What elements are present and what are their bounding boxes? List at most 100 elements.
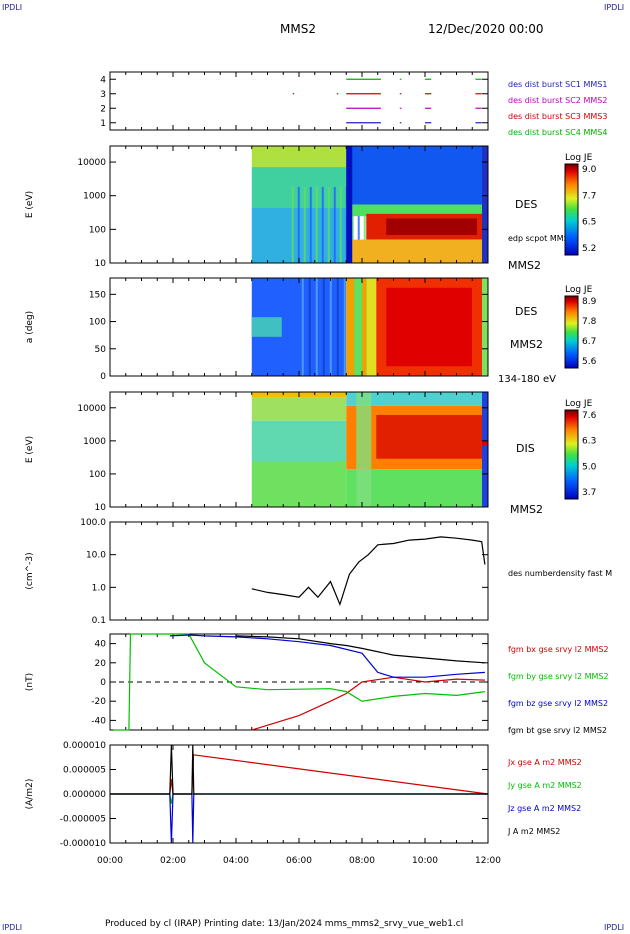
series-legend-entry: Jy gse A m2 MMS2 [507,781,582,790]
series-legend-entry: Jx gse A m2 MMS2 [507,758,582,767]
spectrogram-cell [327,186,330,263]
y-tick-label: -40 [91,716,106,726]
spectrogram-cell [322,278,325,376]
y-tick-label: 0 [100,372,106,382]
spectrogram-cell [482,392,488,507]
field-series-line [251,676,485,731]
colorbar-tick-label: 7.6 [582,411,597,421]
colorbar [564,295,579,369]
panel-frame-4 [109,521,489,621]
current-series-line [110,754,489,795]
y-tick-label: 10 [95,503,107,513]
panel-side-label: MMS2 [510,503,543,516]
spectrogram-cell [315,278,318,376]
x-tick-label: 06:00 [286,856,312,866]
spectrogram-cell [251,461,347,507]
x-tick-label: 10:00 [412,856,438,866]
panel-side-label: DES [515,305,537,318]
spectrogram-2 [251,278,488,376]
spectrogram-cell [343,278,346,376]
spectrogram-cell [333,186,336,263]
series-legend-entry: fgm bz gse srvy l2 MMS2 [508,699,608,708]
y-tick-label: 100.0 [80,518,106,528]
colorbar [564,409,579,500]
x-tick-label: 08:00 [349,856,375,866]
spectrogram-cell [321,186,324,263]
spectrogram-cell [482,146,488,263]
colorbar-tick-label: 6.3 [582,437,596,447]
colorbar-tick-label: 5.0 [582,462,597,472]
y-axis-label: (cm^-3) [25,552,35,589]
spectrogram-cell [346,239,482,263]
panel-frame-0 [109,71,489,131]
spectrogram-cell [376,415,482,459]
spectrogram-cell [291,186,294,263]
series-legend-entry: J A m2 MMS2 [507,827,560,836]
y-tick-label: 1 [100,119,106,129]
spectrogram-cell [308,278,311,376]
burst-legend-entry: des dist burst SC2 MMS2 [508,96,607,105]
colorbar-title: Log JE [565,399,593,409]
x-tick-label: 04:00 [223,856,249,866]
panel-side-label: MMS2 [510,338,543,351]
spectrogram-cell [251,146,347,168]
spectrogram-cell [346,392,482,406]
spectrogram-cell [297,186,300,263]
colorbar-tick-label: 7.7 [582,191,596,201]
y-tick-label: 40 [95,640,107,650]
y-axis-label: E (eV) [25,436,35,463]
series-legend-entry: fgm bx gse srvy l2 MMS2 [508,645,609,654]
spectrogram-cell [336,278,339,376]
plot-date: 12/Dec/2020 00:00 [428,22,544,36]
spectrogram-cell [354,278,363,376]
y-tick-label: 1000 [83,437,106,447]
y-tick-label: -0.000005 [60,815,106,825]
y-tick-label: 0.1 [92,616,106,626]
current-series-line [110,744,488,795]
corner-label-tl: IPDLI [2,3,23,12]
y-tick-label: 2 [100,104,106,114]
spectrogram-cell [309,186,312,263]
colorbar-tick-label: 7.8 [582,317,597,327]
field-series-line [113,633,485,731]
y-axis-label: (A/m2) [25,779,35,810]
series-legend-entry: fgm by gse srvy l2 MMS2 [508,672,609,681]
panel-side-label: 134-180 eV [498,374,556,385]
series-legend-entry: des numberdensity fast M [508,569,612,578]
corner-label-bl: IPDLI [2,923,23,932]
y-tick-label: 0.000005 [63,766,106,776]
plot-title: MMS2 [280,22,316,36]
y-tick-label: 0.000010 [63,741,106,751]
spectrogram-cell [251,397,347,421]
spectrogram-cell [482,441,488,446]
y-tick-label: 10 [95,259,107,269]
spectrogram-cell [482,278,488,376]
spectrogram-3 [251,392,488,507]
panel-side-label: DES [515,198,537,211]
colorbar-title: Log JE [565,285,593,295]
spectrogram-cell [357,186,360,263]
spectrogram-cell [346,146,353,263]
density-series-line [251,536,486,607]
series-legend-entry: Jz gse A m2 MMS2 [507,804,581,813]
burst-legend-entry: des dist burst SC3 MMS3 [508,112,607,121]
current-series-line [110,793,488,804]
y-axis-label: E (eV) [25,191,35,218]
spectrogram-cell [303,186,306,263]
y-tick-label: 100 [89,225,106,235]
spectrogram-cell [363,186,366,263]
panel-side-label: DIS [516,442,535,455]
series-legend-entry: fgm bt gse srvy l2 MMS2 [508,726,607,735]
y-tick-label: 0 [100,678,106,688]
footer-text: Produced by cl (IRAP) Printing date: 13/… [105,919,464,929]
y-tick-label: 1.0 [92,583,107,593]
colorbar-tick-label: 5.6 [582,357,597,367]
spectrogram-cell [339,186,342,263]
y-tick-label: 4 [100,75,106,85]
spectrogram-1 [251,146,488,263]
field-series-line [169,634,485,678]
y-tick-label: -20 [91,697,106,707]
y-axis-label: a (deg) [25,311,35,343]
y-tick-label: 3 [100,90,106,100]
